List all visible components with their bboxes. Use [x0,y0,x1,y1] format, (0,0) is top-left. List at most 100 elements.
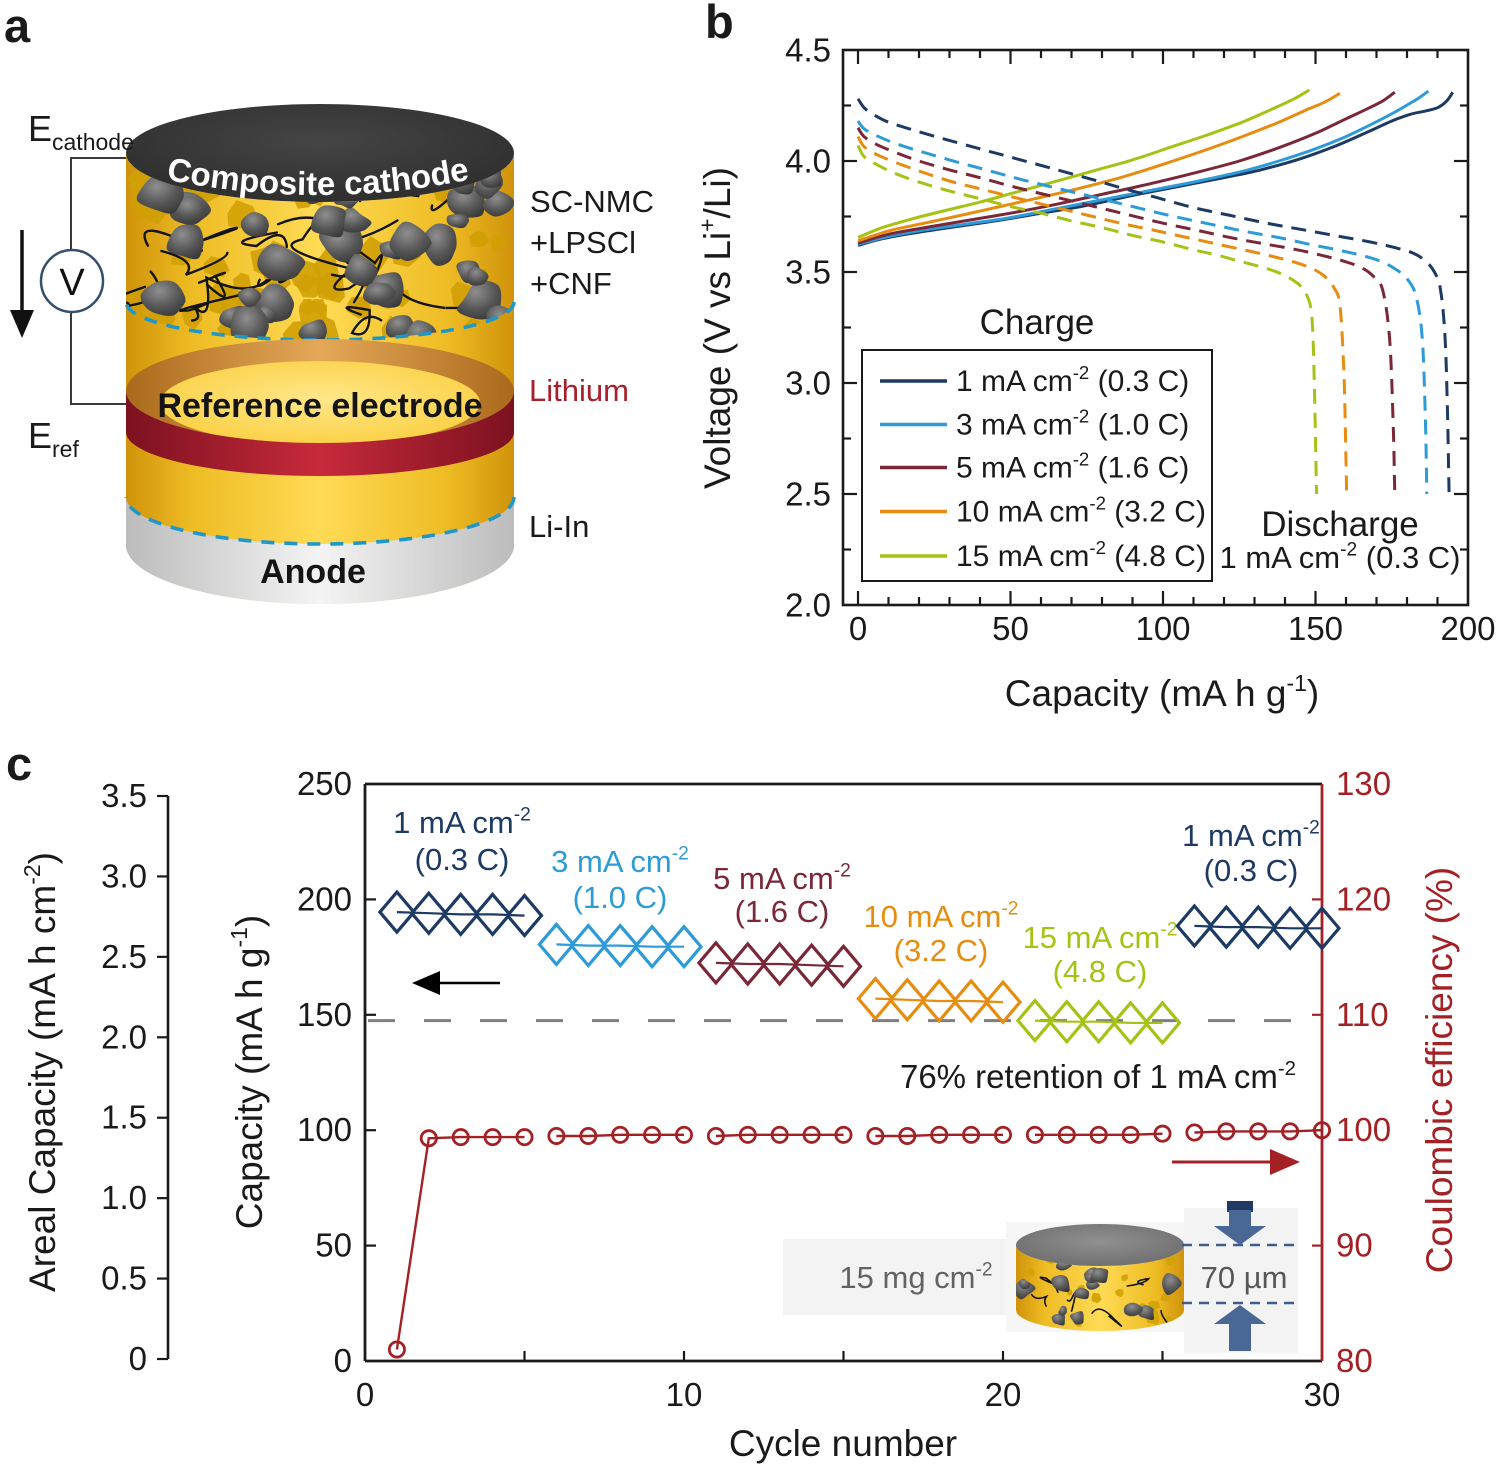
carbon-fiber [197,271,227,298]
panel-c-label: c [6,737,32,790]
y-tick-label: 2.0 [785,587,831,624]
rate-group-label: 10 mA cm-2 [864,899,1019,934]
right-y-tick-label: 120 [1336,880,1391,917]
left-axis-arrow-head [412,971,440,995]
efficiency-line [395,1135,525,1350]
inset-carbon-fiber [1030,1293,1049,1307]
cathode-composition-line-2: +LPSCl [530,225,636,260]
discharge-curve [856,120,1429,495]
inset-carbon-fiber [1126,1277,1151,1287]
capacity-marker [441,891,480,937]
rate-group-label: 15 mA cm-2 [1023,920,1178,955]
efficiency-marker [930,1125,949,1144]
press-arrow-cap [1227,1201,1253,1212]
nmc-particle [237,287,262,308]
capacity-marker [569,923,608,969]
efficiency-marker [1217,1122,1236,1141]
electrolyte-particle [208,281,237,315]
efficiency-marker [1313,1121,1332,1140]
capacity-trend-line [556,943,684,948]
inset-nmc-particle [1123,1302,1144,1317]
efficiency-marker [1281,1122,1300,1141]
panel-c-chart: 0 0.5 1.0 1.5 2.0 2.5 3.0 3.5 Areal Capacity (mA… [6,737,1460,1464]
inset-electrolyte-particle [1091,1292,1102,1304]
rate-group-sublabel: (1.0 C) [573,880,668,915]
voltmeter-label: V [59,262,85,304]
efficiency-marker [1025,1125,1044,1144]
press-arrow-up [1214,1305,1266,1351]
rate-group-sublabel: (4.8 C) [1053,954,1148,989]
efficiency-marker [579,1126,598,1145]
capacity-trend-line [396,911,525,917]
efficiency-marker [1121,1125,1140,1144]
panel-b-label: b [705,0,734,48]
panel-a-schematic: a Ecathode Eref V Composite cathode Refe… [4,0,654,604]
nmc-particle [257,243,306,281]
capacity-marker [696,940,735,986]
inset-carbon-fiber [1066,1291,1077,1312]
legend-entry-label: 15 mA cm-2 (4.8 C) [956,537,1206,573]
capacity-marker [856,976,895,1022]
charge-curve [857,88,1311,239]
x-axis-title: Cycle number [729,1423,957,1464]
capacity-marker [1239,904,1278,950]
efficiency-line [715,1133,844,1138]
press-arrow-down [1214,1210,1266,1245]
voltage-capacity-plot: 0 50 100 150 200 2.0 2.5 3.0 3.5 4.0 4.5 Capacity (… [694,32,1495,715]
right-y-tick-label: 130 [1336,765,1391,802]
capacity-marker [1271,905,1310,951]
efficiency-marker [483,1128,502,1147]
inset-nmc-particle [1058,1305,1067,1317]
charge-curve [857,89,1430,246]
panel-b-ticks [843,50,1468,605]
electrode-inset: 15 mg cm-2 70 µm [783,1201,1298,1353]
rate-group-label: 5 mA cm-2 [713,861,851,896]
electrolyte-particle [233,272,252,291]
capacity-marker [1143,1000,1182,1046]
efficiency-line [1034,1132,1163,1136]
efficiency-marker [770,1125,789,1144]
cathode-composition-line-3: +CNF [530,266,612,301]
efficiency-marker [515,1128,534,1147]
nmc-particle [344,253,378,287]
discharge-curve [856,144,1319,495]
right-y-tick-label: 110 [1336,996,1389,1033]
y-tick-label: 200 [297,880,352,917]
cathode-top-cap [126,104,514,202]
capacity-marker [1302,905,1342,951]
areal-axis-tick-label: 0.5 [101,1260,147,1297]
nmc-particle [447,186,485,218]
x-tick-label: 10 [666,1376,703,1413]
y-tick-label: 4.5 [785,32,831,69]
legend-entry-label: 10 mA cm-2 (3.2 C) [956,493,1206,529]
nmc-particle [421,223,457,266]
capacity-marker [1047,999,1086,1045]
capacity-marker [409,890,448,936]
inset-nmc-particle [1051,1275,1070,1293]
reference-electrode-label: Reference electrode [157,387,482,425]
x-tick-label: 150 [1288,610,1343,647]
e-cathode-label: Ecathode [28,108,134,155]
electrolyte-particle [307,299,327,316]
y-axis-title: Capacity (mA h g-1) [226,915,270,1229]
capacity-trend-line [1034,1019,1163,1024]
y-tick-label: 2.5 [785,476,831,513]
right-y-tick-label: 100 [1336,1111,1391,1148]
separator-dashed-line-upper [124,301,516,342]
capacity-marker [952,978,991,1024]
separator-dashed-line-lower [124,496,516,546]
capacity-trend-line [715,961,844,968]
y-tick-label: 50 [315,1227,352,1264]
x-tick-label: 30 [1304,1376,1341,1413]
rate-group-sublabel: (3.2 C) [894,933,989,968]
inset-carbon-fiber [1091,1308,1123,1327]
inset-electrolyte-particle [1166,1256,1176,1266]
carbon-fiber [333,265,365,304]
inset-electrolyte-particle [1121,1274,1129,1281]
capacity-marker [1015,998,1054,1044]
capacity-marker [983,979,1023,1025]
carbon-fiber [345,306,383,336]
y-tick-label: 0 [334,1342,352,1379]
electrolyte-particle [128,285,144,303]
